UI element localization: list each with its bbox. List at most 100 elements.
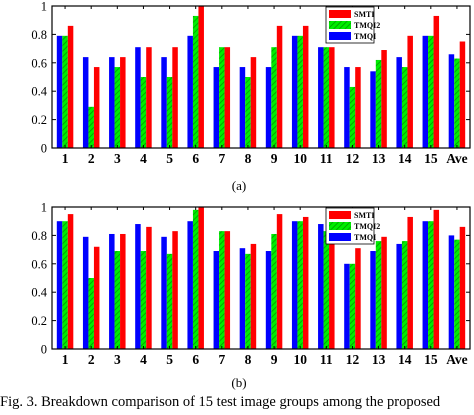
bar-tmqi2-14 bbox=[401, 241, 408, 349]
x-tick-label: 13 bbox=[372, 151, 386, 166]
bar-tmqi2-15 bbox=[428, 221, 434, 349]
bar-smti-10 bbox=[302, 25, 309, 149]
bar-tmqi2-4 bbox=[140, 251, 147, 349]
x-tick-label: 2 bbox=[88, 352, 95, 367]
y-tick-label: 0 bbox=[41, 343, 47, 357]
bar-tmqi2-2 bbox=[88, 278, 94, 349]
bar-tmqi2-4 bbox=[140, 77, 147, 148]
legend-swatch-smti bbox=[329, 10, 351, 18]
bar-tmqi2-6 bbox=[192, 209, 199, 349]
x-tick-label: 5 bbox=[166, 352, 173, 367]
x-tick-label: 13 bbox=[372, 352, 386, 367]
bar-tmqi2-11 bbox=[323, 47, 330, 148]
y-tick-label: 0.4 bbox=[31, 85, 47, 99]
x-tick-label: Ave bbox=[446, 151, 468, 166]
bar-smti-ave bbox=[459, 226, 466, 349]
y-tick-label: 0.6 bbox=[31, 257, 47, 271]
bar-smti-5 bbox=[172, 47, 178, 148]
bar-tmqi2-1 bbox=[62, 35, 68, 148]
bar-tmqi-4 bbox=[135, 224, 141, 349]
bar-tmqi-10 bbox=[291, 35, 298, 148]
x-tick-label: 4 bbox=[140, 352, 147, 367]
bar-smti-3 bbox=[120, 233, 126, 349]
bar-tmqi-7 bbox=[213, 251, 220, 349]
x-tick-label: 2 bbox=[88, 151, 95, 166]
bar-tmqi-14 bbox=[396, 57, 402, 149]
x-tick-label: 12 bbox=[346, 151, 360, 166]
legend-swatch-tmqi bbox=[329, 32, 351, 40]
y-tick-label: 0.8 bbox=[31, 28, 47, 42]
plot-frame bbox=[51, 206, 471, 350]
bar-smti-13 bbox=[381, 236, 387, 349]
bar-smti-9 bbox=[276, 25, 283, 149]
x-tick-label: 8 bbox=[245, 151, 252, 166]
bar-tmqi-1 bbox=[56, 221, 63, 349]
bar-tmqi-14 bbox=[396, 243, 402, 349]
bar-tmqi-3 bbox=[109, 233, 115, 349]
bar-tmqi2-13 bbox=[375, 59, 382, 148]
bar-smti-9 bbox=[276, 214, 283, 349]
bar-tmqi-5 bbox=[161, 236, 167, 349]
bar-smti-14 bbox=[407, 35, 413, 148]
bar-smti-15 bbox=[433, 209, 440, 349]
y-tick-label: 1 bbox=[41, 0, 47, 14]
y-tick-label: 0 bbox=[41, 142, 47, 156]
bar-tmqi2-3 bbox=[114, 67, 121, 148]
bar-tmqi2-2 bbox=[88, 106, 94, 148]
bar-smti-1 bbox=[67, 214, 74, 349]
bar-tmqi-8 bbox=[239, 248, 246, 349]
x-tick-label: 9 bbox=[271, 352, 278, 367]
bar-tmqi-ave bbox=[448, 54, 455, 148]
y-tick-label: 0.8 bbox=[31, 229, 47, 243]
legend-label-tmqi: TMQI bbox=[354, 32, 376, 41]
x-tick-label: 5 bbox=[166, 151, 173, 166]
bar-tmqi2-15 bbox=[428, 35, 434, 148]
x-tick-label: 7 bbox=[218, 352, 225, 367]
bar-tmqi-11 bbox=[318, 224, 324, 349]
bar-tmqi2-14 bbox=[401, 67, 408, 148]
x-tick-label: Ave bbox=[446, 352, 468, 367]
bar-tmqi2-ave bbox=[454, 239, 460, 349]
chart-panel-b: 1 2 3 4 5 6 7 8 9 10 11 12 13 14 15 Ave00.20.40.60.81SM… bbox=[31, 201, 471, 390]
bar-smti-3 bbox=[120, 57, 126, 149]
x-tick-label: 9 bbox=[271, 151, 278, 166]
x-tick-label: 6 bbox=[192, 352, 199, 367]
bar-smti-6 bbox=[198, 6, 204, 148]
bar-smti-6 bbox=[198, 207, 204, 349]
bar-tmqi-15 bbox=[422, 221, 429, 349]
x-tick-label: 10 bbox=[293, 151, 307, 166]
bar-tmqi2-ave bbox=[454, 58, 460, 148]
bar-tmqi-12 bbox=[344, 67, 350, 148]
bar-tmqi-ave bbox=[448, 235, 455, 349]
bar-tmqi2-13 bbox=[375, 241, 382, 349]
legend-swatch-tmqi2 bbox=[329, 222, 351, 230]
y-tick-label: 0.4 bbox=[31, 286, 47, 300]
bar-smti-13 bbox=[381, 50, 387, 148]
bar-tmqi-10 bbox=[291, 221, 298, 349]
legend-label-tmqi2: TMQI2 bbox=[354, 21, 380, 30]
x-tick-label: 15 bbox=[424, 151, 438, 166]
bar-smti-4 bbox=[146, 47, 152, 148]
bar-tmqi2-9 bbox=[271, 233, 277, 349]
x-tick-label: 1 bbox=[62, 151, 69, 166]
bar-smti-4 bbox=[146, 226, 152, 349]
legend-label-tmqi: TMQI bbox=[354, 233, 376, 242]
bar-smti-7 bbox=[224, 231, 231, 349]
legend-swatch-smti bbox=[329, 211, 351, 219]
bar-tmqi-4 bbox=[135, 47, 141, 148]
x-tick-label: 7 bbox=[218, 151, 225, 166]
legend-label-tmqi2: TMQI2 bbox=[354, 222, 380, 231]
bar-tmqi-1 bbox=[56, 35, 63, 148]
x-tick-label: 14 bbox=[398, 352, 412, 367]
bar-tmqi-6 bbox=[187, 35, 193, 148]
y-tick-label: 1 bbox=[41, 201, 47, 215]
bar-smti-7 bbox=[224, 47, 231, 148]
bar-tmqi-8 bbox=[239, 67, 246, 148]
bar-tmqi2-8 bbox=[245, 77, 251, 148]
bar-smti-8 bbox=[250, 57, 257, 149]
bar-tmqi2-6 bbox=[192, 15, 199, 148]
panel-label: (a) bbox=[232, 178, 246, 193]
bar-tmqi2-3 bbox=[114, 251, 121, 349]
bar-smti-5 bbox=[172, 231, 178, 349]
